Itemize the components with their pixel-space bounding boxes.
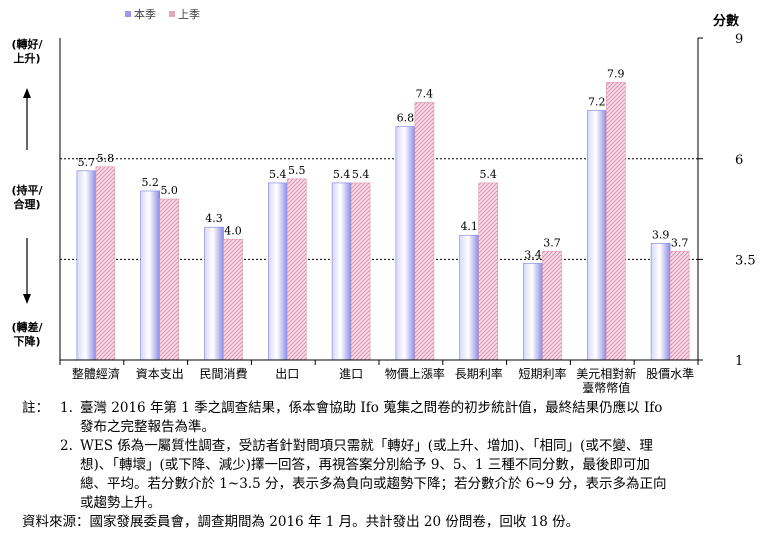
data-label-previous-4: 5.5 bbox=[288, 164, 306, 177]
bar-previous-1 bbox=[95, 166, 116, 361]
notes: 註： 1. 臺灣 2016 年第 1 季之調查結果，係本會協助 Ifo 蒐集之問… bbox=[22, 399, 752, 532]
side-label-1: (轉好/ bbox=[11, 37, 43, 51]
note-line: 想)、「轉壞」(或下降、減少)擇一回答，再視答案分別給予 9、5、1 三種不同分… bbox=[80, 457, 650, 473]
note-line: WES 係為一屬質性調查，受訪者針對問項只需就「轉好」(或上升、增加)、「相同」… bbox=[80, 438, 653, 454]
category-label-2: 資本支出 bbox=[136, 367, 184, 381]
y-axis-label: 分數 bbox=[713, 13, 739, 29]
category-label-3: 民間消費 bbox=[199, 366, 247, 381]
data-label-current-2: 5.2 bbox=[141, 176, 159, 189]
side-label-3: 下降) bbox=[13, 334, 40, 348]
bar-current-6 bbox=[395, 126, 416, 361]
data-label-previous-5: 5.4 bbox=[352, 168, 370, 181]
category-label-5: 進口 bbox=[339, 367, 363, 381]
bar-previous-3 bbox=[223, 238, 243, 361]
data-label-current-6: 6.8 bbox=[397, 112, 415, 125]
y-tick-label-1: 1 bbox=[735, 354, 743, 369]
note-line: 總、平均。若分數介於 1~3.5 分，表示多為負向或趨勢下降；若分數介於 6~9… bbox=[80, 476, 667, 492]
category-label-4: 出口 bbox=[275, 367, 299, 381]
note-prefix: 註： bbox=[22, 400, 49, 416]
y-tick-label-6: 6 bbox=[735, 153, 743, 168]
category-label-9: 臺幣幣值 bbox=[582, 380, 630, 395]
note-line: 發布之完整報告為準。 bbox=[80, 419, 215, 435]
data-label-current-1: 5.7 bbox=[78, 156, 96, 169]
bar-current-3 bbox=[204, 226, 224, 361]
side-label-2: 合理) bbox=[13, 197, 40, 211]
source-note: 資料來源：國家發展委員會，調查期間為 2016 年 1 月。共計發出 20 份問… bbox=[22, 514, 580, 530]
legend-label-1: 本季 bbox=[134, 7, 156, 21]
data-label-current-4: 5.4 bbox=[269, 168, 287, 181]
category-label-6: 物價上漲率 bbox=[385, 366, 445, 381]
category-label-1: 整體經濟 bbox=[72, 366, 120, 381]
category-label-7: 長期利率 bbox=[455, 366, 503, 381]
bar-previous-6 bbox=[414, 102, 435, 361]
up-arrow-head bbox=[23, 88, 31, 98]
bar-current-2 bbox=[140, 190, 160, 361]
data-label-current-3: 4.3 bbox=[205, 212, 223, 225]
y-tick-label-9: 9 bbox=[735, 32, 743, 47]
legend-swatch-1 bbox=[125, 11, 131, 17]
side-label-1: 上升) bbox=[13, 51, 40, 65]
data-label-previous-8: 3.7 bbox=[543, 236, 561, 249]
data-label-previous-10: 3.7 bbox=[671, 236, 689, 249]
data-label-current-5: 5.4 bbox=[333, 168, 351, 181]
bar-chart: 5.7 5.85.25.04.34.05.4 5.5 5.4 5.46.87.44.15… bbox=[11, 7, 756, 395]
note-item-2: 2. WES 係為一屬質性調查，受訪者針對問項只需就「轉好」(或上升、增加)、「… bbox=[22, 437, 752, 513]
note-number: 2. bbox=[60, 438, 73, 454]
data-label-previous-7: 5.4 bbox=[479, 168, 497, 181]
data-label-previous-3: 4.0 bbox=[224, 224, 242, 237]
note-line: 或趨勢上升。 bbox=[80, 495, 161, 511]
category-label-8: 短期利率 bbox=[518, 366, 566, 381]
bar-current-8 bbox=[523, 263, 543, 361]
data-label-current-7: 4.1 bbox=[460, 220, 478, 233]
bar-previous-8 bbox=[542, 251, 562, 361]
data-label-current-8: 3.4 bbox=[524, 248, 542, 261]
down-arrow-head bbox=[23, 294, 31, 304]
y-tick-label-3.5: 3.5 bbox=[735, 253, 756, 268]
bar-current-5 bbox=[331, 182, 352, 361]
legend-swatch-2 bbox=[169, 11, 175, 17]
note-item-1: 註： 1. 臺灣 2016 年第 1 季之調查結果，係本會協助 Ifo 蒐集之問… bbox=[22, 399, 752, 437]
category-label-9: 美元相對新 bbox=[576, 366, 636, 381]
bar-current-1 bbox=[76, 170, 97, 361]
bar-previous-10 bbox=[669, 251, 690, 361]
bar-previous-7 bbox=[478, 182, 499, 361]
data-label-previous-9: 7.9 bbox=[607, 67, 625, 80]
bar-previous-2 bbox=[159, 198, 179, 361]
bar-current-4 bbox=[267, 182, 288, 361]
bar-previous-4 bbox=[286, 178, 307, 361]
bar-current-7 bbox=[459, 234, 480, 361]
data-label-previous-2: 5.0 bbox=[160, 184, 178, 197]
side-label-2: (持平/ bbox=[11, 183, 43, 197]
category-label-10: 股價水準 bbox=[646, 366, 694, 381]
bar-previous-5 bbox=[350, 182, 371, 361]
side-label-3: (轉差/ bbox=[11, 320, 43, 334]
note-number: 1. bbox=[60, 400, 73, 416]
data-label-previous-6: 7.4 bbox=[416, 87, 434, 100]
bar-current-10 bbox=[650, 242, 671, 361]
note-line: 臺灣 2016 年第 1 季之調查結果，係本會協助 Ifo 蒐集之問卷的初步統計… bbox=[80, 400, 663, 416]
bar-current-9 bbox=[586, 110, 607, 361]
data-label-current-10: 3.9 bbox=[652, 228, 670, 241]
bar-previous-9 bbox=[605, 81, 626, 361]
legend-label-2: 上季 bbox=[178, 8, 200, 21]
data-label-previous-1: 5.8 bbox=[97, 152, 115, 165]
data-label-current-9: 7.2 bbox=[588, 95, 606, 108]
